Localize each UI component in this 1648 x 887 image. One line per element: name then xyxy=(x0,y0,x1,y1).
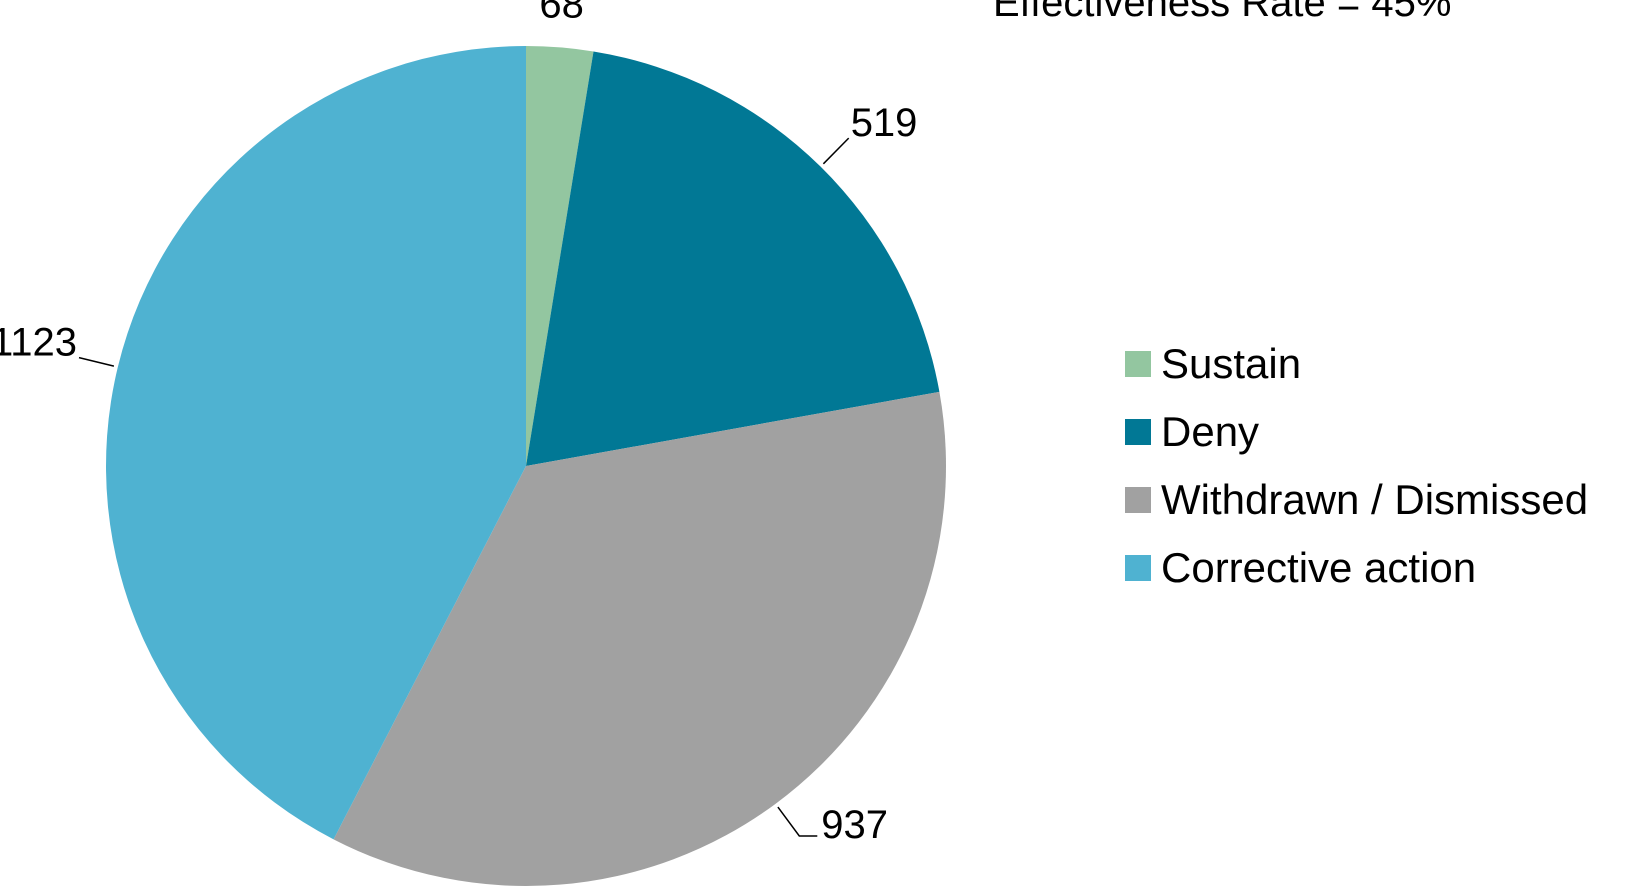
pie-slice-corrective-action xyxy=(106,46,526,840)
legend-swatch xyxy=(1125,419,1151,445)
leader-line-deny xyxy=(822,137,850,165)
leader-lines xyxy=(78,137,850,837)
data-label-sustain: 68 xyxy=(539,0,584,26)
legend-item-corrective-action: Corrective action xyxy=(1125,534,1588,602)
legend: Sustain Deny Withdrawn / Dismissed Correcti… xyxy=(1125,330,1588,602)
data-label-deny: 519 xyxy=(851,101,918,145)
legend-swatch xyxy=(1125,487,1151,513)
effectiveness-rate-annotation: Effectiveness Rate = 45% xyxy=(993,0,1452,25)
pie-slice-deny xyxy=(526,51,940,467)
legend-item-withdrawn-dismissed: Withdrawn / Dismissed xyxy=(1125,466,1588,534)
pie-slices xyxy=(106,46,947,886)
leader-line-withdrawn-dismissed xyxy=(777,806,818,837)
legend-label: Withdrawn / Dismissed xyxy=(1161,476,1589,523)
data-labels: 68 519 937 1123 xyxy=(0,0,917,847)
legend-swatch xyxy=(1125,555,1151,581)
legend-swatch xyxy=(1125,351,1151,377)
leader-line-corrective-action xyxy=(78,356,115,367)
data-label-withdrawn-dismissed: 937 xyxy=(821,803,888,847)
legend-label: Sustain xyxy=(1161,340,1302,387)
data-label-corrective-action: 1123 xyxy=(0,321,77,365)
pie-slice-sustain xyxy=(526,46,594,466)
legend-label: Corrective action xyxy=(1161,544,1477,591)
pie-slice-withdrawn-dismissed xyxy=(333,391,947,886)
legend-label: Deny xyxy=(1161,408,1260,455)
legend-item-sustain: Sustain xyxy=(1125,330,1588,398)
legend-item-deny: Deny xyxy=(1125,398,1588,466)
